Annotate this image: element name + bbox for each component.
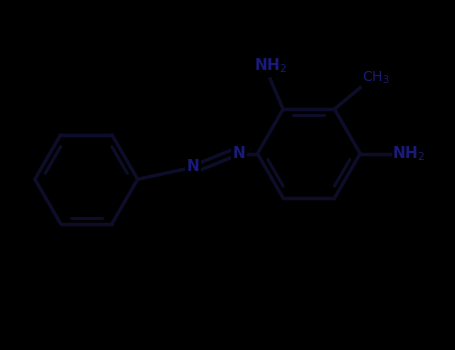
Text: NH$_2$: NH$_2$: [254, 56, 287, 75]
Text: N: N: [232, 146, 245, 161]
Text: N: N: [187, 159, 200, 174]
Text: CH$_3$: CH$_3$: [362, 70, 389, 86]
Text: NH$_2$: NH$_2$: [392, 144, 425, 163]
